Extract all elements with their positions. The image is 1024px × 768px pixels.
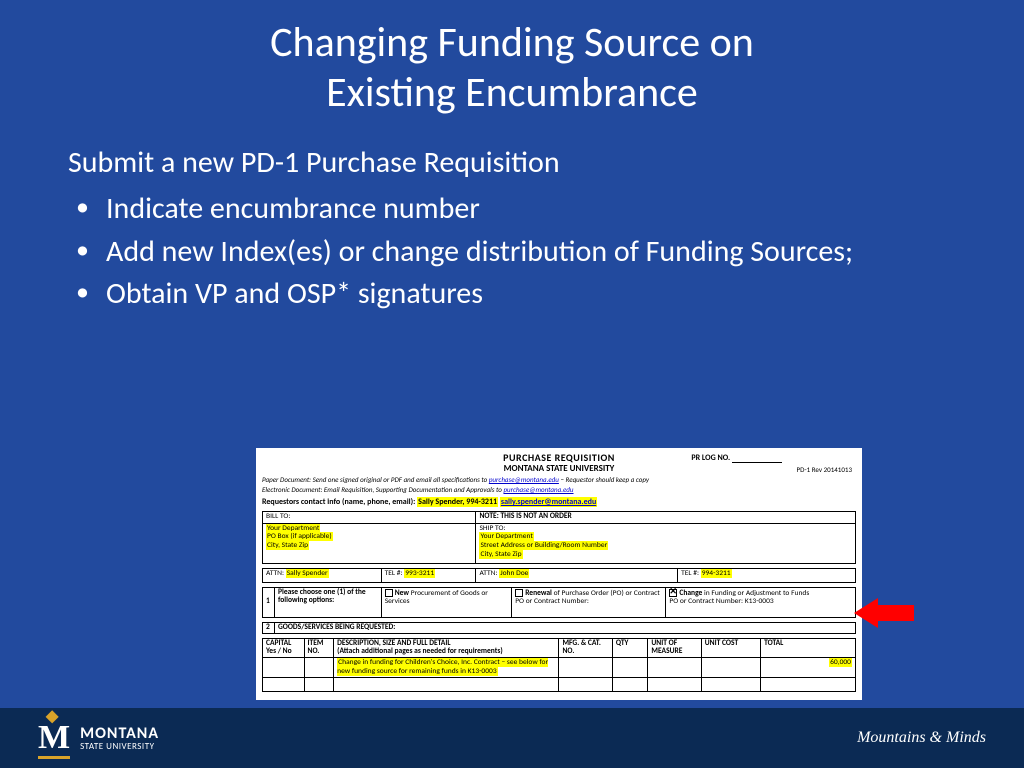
bullet-item: Add new Index(es) or change distribution… [106,232,956,273]
section-1-num: 1 [263,587,275,617]
requestor-contact: Requestors contact info (name, phone, em… [262,498,856,507]
logo-text: MONTANA STATE UNIVERSITY [80,726,159,751]
checkbox-icon [385,589,393,597]
msu-logo: ◆ M MONTANA STATE UNIVERSITY [38,721,159,755]
form-instruction-1: Paper Document: Send one signed original… [262,476,856,484]
form-university: MONTANA STATE UNIVERSITY [262,464,856,474]
pr-log-label: PR LOG NO. [691,454,782,463]
bullet-item: Obtain VP and OSP* signatures [106,274,956,315]
title-line-1: Changing Funding Source on [270,17,754,68]
bill-ship-table: BILL TO: NOTE: THIS IS NOT AN ORDER Your… [262,511,856,564]
pd1-form-image: PR LOG NO. PD-1 Rev 20141013 PURCHASE RE… [256,448,862,700]
attn-table: ATTN: Sally Spender TEL #: 993-3211 ATTN… [262,568,856,583]
section-2-header: 2GOODS/SERVICES BEING REQUESTED: [262,622,856,635]
ship-to-cell: SHIP TO: Your Department Street Address … [476,523,856,563]
checkbox-icon [515,589,523,597]
bullet-item: Indicate encumbrance number [106,189,956,230]
option-prompt: Please choose one (1) of thefollowing op… [275,587,382,617]
options-table: 1 Please choose one (1) of thefollowing … [262,587,856,618]
attn-ship: ATTN: John Doe [476,568,678,582]
purchase-email-link: purchase@montana.edu [503,485,573,494]
red-arrow-icon [854,598,914,628]
option-new: New Procurement of Goods or Services [381,587,511,617]
bill-to-cell: Your Department PO Box (if applicable) C… [263,523,476,563]
checkbox-checked-icon [669,589,677,597]
goods-services-label: GOODS/SERVICES BEING REQUESTED: [275,622,856,634]
slide-body: Submit a new PD-1 Purchase Requisition I… [0,119,1024,315]
form-revision: PD-1 Rev 20141013 [797,466,852,474]
tel-bill: TEL #: 993-3211 [381,568,476,582]
bullet-list: Indicate encumbrance number Add new Inde… [68,189,956,315]
contact-email-link: sally.spender@montana.edu [500,497,597,507]
tel-ship: TEL #: 994-3211 [678,568,856,582]
purchase-email-link: purchase@montana.edu [489,475,559,484]
title-line-2: Existing Encumbrance [326,67,698,118]
slide-footer: ◆ M MONTANA STATE UNIVERSITY Mountains &… [0,708,1024,768]
attn-bill: ATTN: Sally Spender [263,568,382,582]
goods-services-table: CAPITAL Yes / No ITEM NO. DESCRIPTION, S… [262,638,856,692]
flame-icon: ◆ [46,709,58,725]
slide-title: Changing Funding Source on Existing Encu… [0,0,1024,119]
form-instruction-2: Electronic Document: Email Requisition, … [262,486,856,494]
billto-label: BILL TO: [263,512,476,524]
not-an-order: NOTE: THIS IS NOT AN ORDER [476,512,856,524]
lead-text: Submit a new PD-1 Purchase Requisition [68,143,956,184]
option-renewal: Renewal of Purchase Order (PO) or Contra… [512,587,666,617]
tagline: Mountains & Minds [857,729,986,747]
table-row: Change in funding for Children's Choice,… [263,658,856,678]
option-change: Change in Funding or Adjustment to Funds… [666,587,856,617]
logo-m-icon: ◆ M [38,721,70,755]
table-row [263,678,856,692]
